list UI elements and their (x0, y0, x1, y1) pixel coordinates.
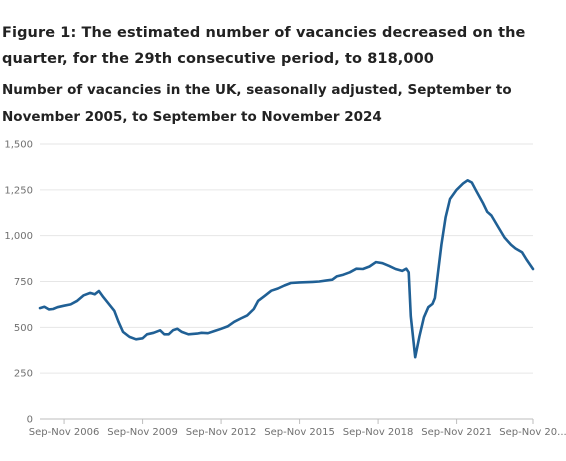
y-tick-label: 1,250 (4, 185, 33, 196)
x-tick-label: Sep-Nov 2009 (107, 427, 178, 438)
x-tick-label: Sep-Nov 2006 (29, 427, 100, 438)
x-tick-label: Sep-Nov 2012 (186, 427, 257, 438)
y-tick-label: 0 (27, 415, 33, 426)
x-tick-label: Sep-Nov 20... (499, 427, 566, 438)
series-line-vacancies (38, 179, 535, 359)
x-tick-label: Sep-Nov 2015 (264, 427, 335, 438)
y-tick-label: 500 (14, 323, 33, 334)
y-tick-label: 750 (14, 277, 33, 288)
y-tick-label: 1,000 (4, 231, 33, 242)
y-tick-label: 250 (14, 369, 33, 380)
chart-subtitle: Number of vacancies in the UK, seasonall… (2, 82, 512, 125)
figure-title: Figure 1: The estimated number of vacanc… (2, 25, 526, 67)
y-tick-label: 1,500 (4, 140, 33, 151)
x-tick-label: Sep-Nov 2018 (343, 427, 414, 438)
x-tick-label: Sep-Nov 2021 (421, 427, 492, 438)
